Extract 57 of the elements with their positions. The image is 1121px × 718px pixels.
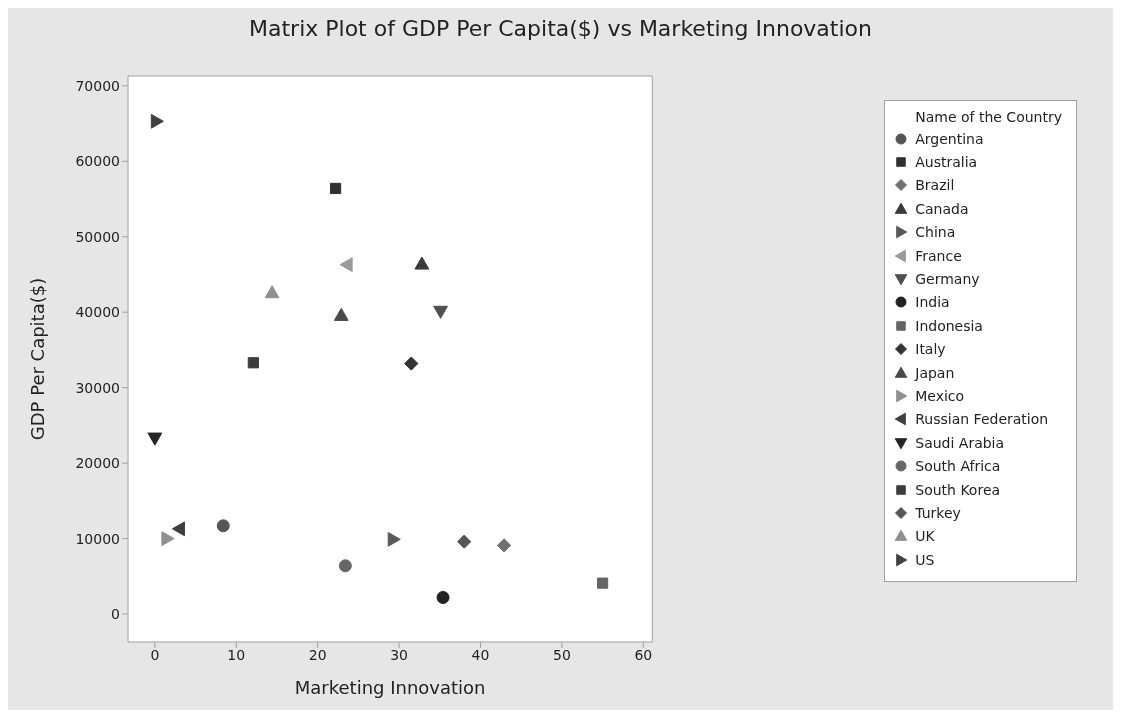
- point: [216, 519, 230, 533]
- point: [339, 257, 353, 273]
- point: [147, 432, 163, 446]
- point: [433, 305, 448, 319]
- x-tick-label: 60: [634, 646, 653, 663]
- legend-label: Brazil: [915, 177, 955, 194]
- legend-label: China: [915, 224, 956, 241]
- legend-title: Name of the Country: [914, 109, 1062, 125]
- y-tick-label: 50000: [75, 228, 120, 245]
- legend-label: Russian Federation: [915, 411, 1049, 428]
- x-tick-label: 50: [552, 646, 571, 663]
- chart-title: Matrix Plot of GDP Per Capita($) vs Marketing Innovation: [248, 16, 873, 41]
- legend-label: Australia: [915, 154, 978, 171]
- legend-label: Saudi Arabia: [915, 434, 1005, 451]
- y-tick-label: 70000: [75, 77, 120, 94]
- legend-label: Japan: [915, 364, 955, 381]
- y-tick-label: 10000: [75, 530, 120, 547]
- legend-label: France: [915, 247, 962, 264]
- point: [161, 531, 175, 547]
- y-axis-title: GDP Per Capita($): [27, 277, 49, 441]
- point: [404, 356, 419, 371]
- point: [457, 534, 472, 549]
- point: [596, 577, 609, 589]
- point: [387, 531, 401, 547]
- x-tick-label: 30: [390, 646, 408, 663]
- legend-label: South Africa: [915, 458, 1001, 475]
- legend-label: Indonesia: [915, 317, 983, 334]
- legend-label: Italy: [915, 341, 946, 358]
- legend-label: Mexico: [915, 387, 965, 404]
- legend-label: India: [915, 294, 950, 311]
- y-tick-label: 20000: [75, 455, 120, 472]
- legend-label: Germany: [915, 271, 980, 288]
- point: [247, 357, 259, 369]
- point: [496, 538, 512, 553]
- x-axis-title: Marketing Innovation: [294, 677, 486, 698]
- point: [150, 113, 164, 129]
- y-tick-label: 60000: [75, 153, 120, 170]
- x-tick-label: 40: [471, 646, 490, 663]
- legend-label: US: [915, 551, 935, 568]
- y-tick-label: 0: [111, 606, 120, 623]
- point: [436, 590, 450, 604]
- legend-label: South Korea: [915, 481, 1001, 498]
- legend-label: UK: [915, 528, 935, 545]
- point: [171, 521, 185, 537]
- y-tick-label: 40000: [75, 304, 120, 321]
- legend-label: Argentina: [915, 130, 984, 147]
- point: [329, 182, 342, 195]
- y-tick-label: 30000: [75, 379, 120, 396]
- legend-label: Turkey: [915, 504, 961, 521]
- point: [414, 256, 430, 270]
- point: [333, 307, 349, 321]
- x-tick-label: 10: [227, 646, 246, 663]
- point: [338, 559, 352, 573]
- x-tick-label: 20: [308, 646, 327, 663]
- x-tick-label: 0: [150, 646, 160, 663]
- legend-label: Canada: [915, 200, 969, 217]
- point: [264, 285, 280, 299]
